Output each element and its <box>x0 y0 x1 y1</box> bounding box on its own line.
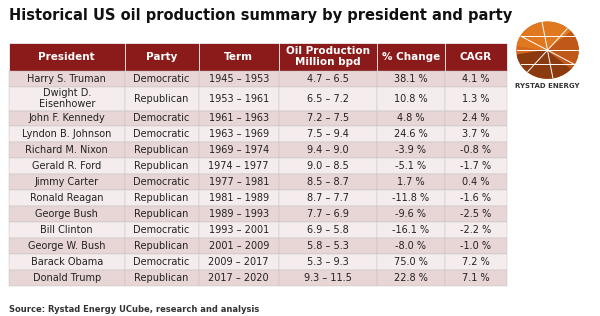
Text: Democratic: Democratic <box>133 257 190 267</box>
Text: 4.8 %: 4.8 % <box>397 113 424 124</box>
Text: Republican: Republican <box>134 193 189 203</box>
Text: -1.7 %: -1.7 % <box>460 161 491 171</box>
Text: 6.9 – 5.8: 6.9 – 5.8 <box>307 225 349 235</box>
Text: 24.6 %: 24.6 % <box>394 130 428 139</box>
Text: Donald Trump: Donald Trump <box>32 273 101 283</box>
Text: George Bush: George Bush <box>35 209 98 219</box>
Text: 1963 – 1969: 1963 – 1969 <box>209 130 269 139</box>
Text: 8.5 – 8.7: 8.5 – 8.7 <box>307 177 349 187</box>
Text: Democratic: Democratic <box>133 177 190 187</box>
Text: 1.3 %: 1.3 % <box>462 94 490 104</box>
Text: 9.4 – 9.0: 9.4 – 9.0 <box>307 145 349 155</box>
Text: 75.0 %: 75.0 % <box>394 257 428 267</box>
Text: Party: Party <box>146 52 178 62</box>
Text: Democratic: Democratic <box>133 225 190 235</box>
Text: 6.5 – 7.2: 6.5 – 7.2 <box>307 94 349 104</box>
Text: -2.2 %: -2.2 % <box>460 225 491 235</box>
Text: 22.8 %: 22.8 % <box>394 273 428 283</box>
Text: Term: Term <box>224 52 253 62</box>
Text: 1945 – 1953: 1945 – 1953 <box>209 74 269 84</box>
Text: -11.8 %: -11.8 % <box>392 193 429 203</box>
Text: 1953 – 1961: 1953 – 1961 <box>209 94 269 104</box>
Text: Barack Obama: Barack Obama <box>31 257 103 267</box>
Text: -1.6 %: -1.6 % <box>460 193 491 203</box>
Text: % Change: % Change <box>382 52 440 62</box>
Text: 9.3 – 11.5: 9.3 – 11.5 <box>304 273 352 283</box>
Text: Republican: Republican <box>134 241 189 251</box>
Text: 7.2 %: 7.2 % <box>462 257 490 267</box>
Text: Gerald R. Ford: Gerald R. Ford <box>32 161 101 171</box>
Circle shape <box>517 22 578 78</box>
Text: 7.2 – 7.5: 7.2 – 7.5 <box>307 113 349 124</box>
Text: 10.8 %: 10.8 % <box>394 94 427 104</box>
Text: George W. Bush: George W. Bush <box>28 241 106 251</box>
Text: -3.9 %: -3.9 % <box>395 145 426 155</box>
Text: -8.0 %: -8.0 % <box>395 241 426 251</box>
Text: Ronald Reagan: Ronald Reagan <box>30 193 104 203</box>
Text: 1969 – 1974: 1969 – 1974 <box>209 145 269 155</box>
Text: 7.5 – 9.4: 7.5 – 9.4 <box>307 130 349 139</box>
Text: -2.5 %: -2.5 % <box>460 209 491 219</box>
Text: 5.8 – 5.3: 5.8 – 5.3 <box>307 241 349 251</box>
Text: Historical US oil production summary by president and party: Historical US oil production summary by … <box>9 8 512 23</box>
Text: Democratic: Democratic <box>133 113 190 124</box>
Text: Democratic: Democratic <box>133 130 190 139</box>
Text: Democratic: Democratic <box>133 74 190 84</box>
Text: 8.7 – 7.7: 8.7 – 7.7 <box>307 193 349 203</box>
Text: 38.1 %: 38.1 % <box>394 74 427 84</box>
Text: 0.4 %: 0.4 % <box>462 177 490 187</box>
Wedge shape <box>548 32 578 68</box>
Text: 1974 – 1977: 1974 – 1977 <box>208 161 269 171</box>
Wedge shape <box>517 22 571 50</box>
Text: John F. Kennedy: John F. Kennedy <box>28 113 105 124</box>
Text: 4.1 %: 4.1 % <box>462 74 490 84</box>
Text: 7.1 %: 7.1 % <box>462 273 490 283</box>
Text: Lyndon B. Johnson: Lyndon B. Johnson <box>22 130 112 139</box>
Text: Oil Production
Million bpd: Oil Production Million bpd <box>286 46 370 67</box>
Text: 9.0 – 8.5: 9.0 – 8.5 <box>307 161 349 171</box>
Text: 2017 – 2020: 2017 – 2020 <box>208 273 269 283</box>
Text: Source: Rystad Energy UCube, research and analysis: Source: Rystad Energy UCube, research an… <box>9 306 259 314</box>
Text: -0.8 %: -0.8 % <box>460 145 491 155</box>
Wedge shape <box>517 50 571 78</box>
Text: Republican: Republican <box>134 161 189 171</box>
Text: 1993 – 2001: 1993 – 2001 <box>209 225 269 235</box>
Text: 1981 – 1989: 1981 – 1989 <box>209 193 269 203</box>
Text: 3.7 %: 3.7 % <box>462 130 490 139</box>
Text: -5.1 %: -5.1 % <box>395 161 426 171</box>
Text: CAGR: CAGR <box>460 52 492 62</box>
Text: 5.3 – 9.3: 5.3 – 9.3 <box>307 257 349 267</box>
Text: -9.6 %: -9.6 % <box>395 209 426 219</box>
Text: Harry S. Truman: Harry S. Truman <box>28 74 106 84</box>
Text: -1.0 %: -1.0 % <box>460 241 491 251</box>
Text: -16.1 %: -16.1 % <box>392 225 429 235</box>
Text: Dwight D.
Eisenhower: Dwight D. Eisenhower <box>38 88 95 109</box>
Text: 1.7 %: 1.7 % <box>397 177 424 187</box>
Text: 7.7 – 6.9: 7.7 – 6.9 <box>307 209 349 219</box>
Text: Republican: Republican <box>134 94 189 104</box>
Text: RYSTAD ENERGY: RYSTAD ENERGY <box>515 83 580 89</box>
Text: Richard M. Nixon: Richard M. Nixon <box>25 145 108 155</box>
Text: 1989 – 1993: 1989 – 1993 <box>209 209 269 219</box>
Text: President: President <box>38 52 95 62</box>
Text: Republican: Republican <box>134 209 189 219</box>
Text: Republican: Republican <box>134 145 189 155</box>
Text: 2009 – 2017: 2009 – 2017 <box>208 257 269 267</box>
Text: Bill Clinton: Bill Clinton <box>40 225 93 235</box>
Text: 4.7 – 6.5: 4.7 – 6.5 <box>307 74 349 84</box>
Text: Republican: Republican <box>134 273 189 283</box>
Text: Jimmy Carter: Jimmy Carter <box>35 177 99 187</box>
Text: 2.4 %: 2.4 % <box>462 113 490 124</box>
Text: 1977 – 1981: 1977 – 1981 <box>209 177 269 187</box>
Text: 1961 – 1963: 1961 – 1963 <box>209 113 269 124</box>
Text: 2001 – 2009: 2001 – 2009 <box>209 241 269 251</box>
